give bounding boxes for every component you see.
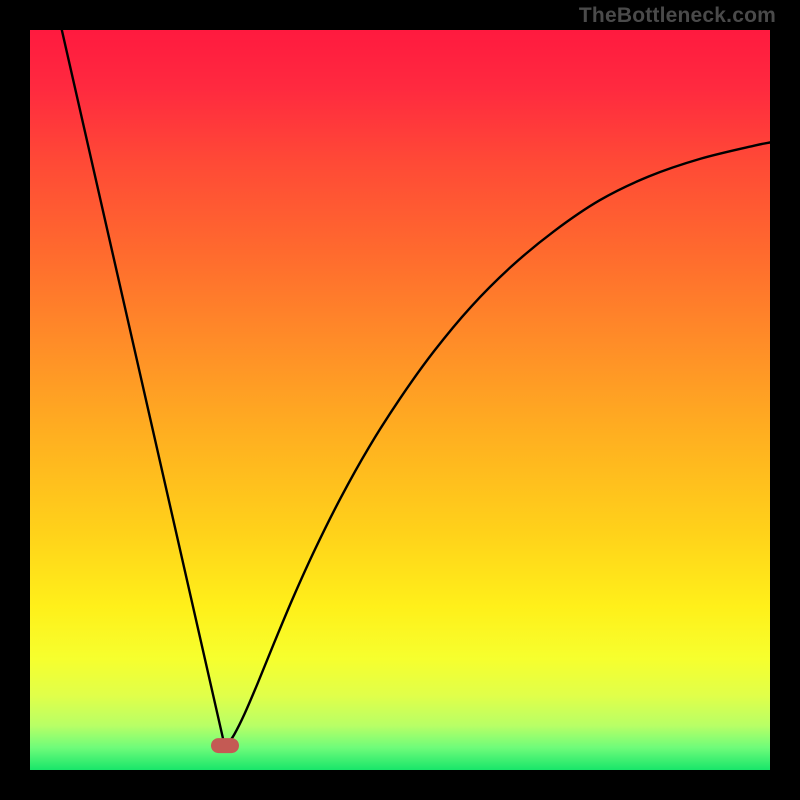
watermark-text: TheBottleneck.com xyxy=(579,4,776,28)
minimum-marker xyxy=(211,738,239,753)
chart-frame: TheBottleneck.com xyxy=(0,0,800,800)
chart-svg xyxy=(0,0,800,800)
